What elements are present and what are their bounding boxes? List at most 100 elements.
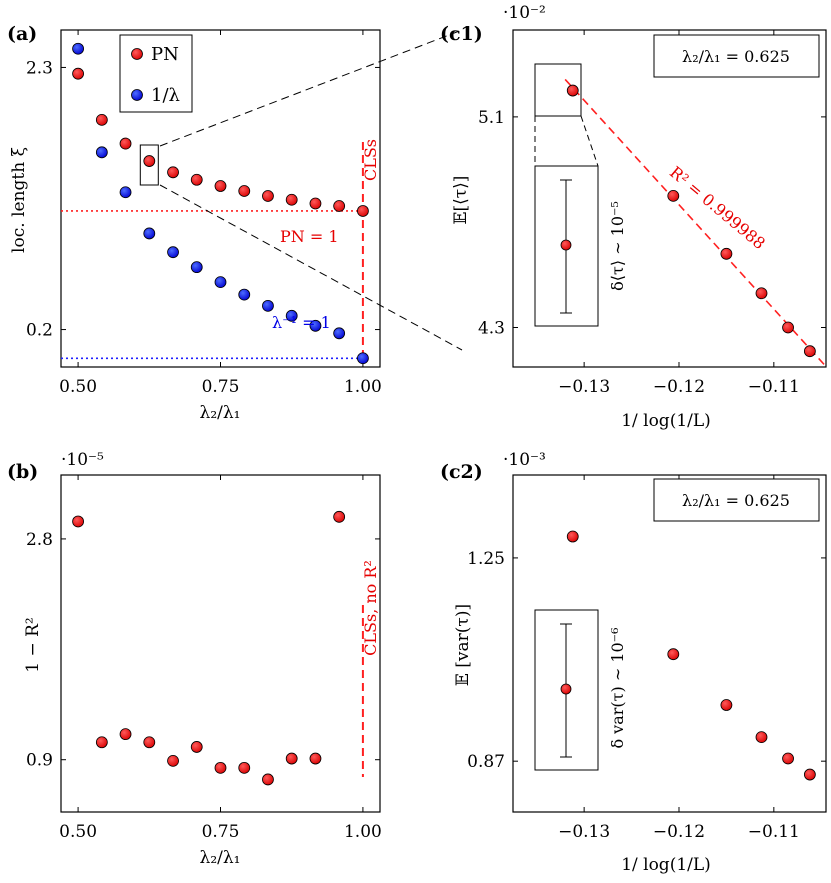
panel-a-ytick-label-1: 2.3 bbox=[26, 58, 53, 78]
panel-c1-xtick-label-0: −0.13 bbox=[558, 377, 610, 397]
point-b-9 bbox=[285, 752, 298, 765]
inset-point-c2 bbox=[560, 683, 572, 695]
panel-c1-ytick-label-0: 4.3 bbox=[478, 319, 505, 339]
point-inv-lambda-7 bbox=[238, 288, 251, 301]
panel-c1-multiplier: ·10⁻² bbox=[503, 3, 546, 23]
point-pn-11 bbox=[333, 200, 346, 212]
param-box-c2 bbox=[653, 478, 820, 522]
zoom-connector-right bbox=[580, 115, 599, 167]
panel-c2-multiplier: ·10⁻³ bbox=[503, 450, 546, 470]
panel-a-xtick-label-1: 0.75 bbox=[202, 377, 240, 397]
clss-label: CLSs bbox=[361, 139, 380, 181]
panel-c1-frame bbox=[512, 29, 827, 368]
panel-a-label: (a) bbox=[7, 23, 37, 45]
param-label-c1: λ₂/λ₁ = 0.625 bbox=[682, 47, 790, 66]
panel-a-ytick-label-0: 0.2 bbox=[26, 321, 53, 341]
legend-box bbox=[119, 34, 193, 113]
panel-b-frame bbox=[60, 474, 381, 813]
inset-label-c1: δ⟨τ⟩ ∼ 10⁻⁵ bbox=[608, 201, 627, 291]
legend-label-inv-lambda: 1/λ bbox=[151, 85, 180, 106]
point-b-3 bbox=[143, 736, 156, 749]
point-c2-2 bbox=[720, 699, 733, 711]
panel-a-legend: PN 1/λ bbox=[119, 34, 193, 113]
point-inv-lambda-8 bbox=[262, 299, 274, 312]
panel-c2-frame bbox=[512, 474, 827, 813]
inset-c2: δ var(τ) ∼ 10⁻⁶ bbox=[534, 609, 627, 771]
point-c1-5 bbox=[803, 345, 816, 358]
point-pn-4 bbox=[167, 166, 179, 179]
point-b-10 bbox=[309, 752, 322, 765]
inset-label-c2: δ var(τ) ∼ 10⁻⁶ bbox=[608, 627, 627, 748]
panel-c2-marks: −0.13 −0.12 −0.11 0.87 1.25 bbox=[467, 475, 826, 842]
panel-c2-ytick-label-0: 0.87 bbox=[467, 752, 505, 772]
inset-point-c1 bbox=[560, 239, 572, 251]
point-pn-12 bbox=[357, 205, 369, 217]
panel-b-marks: 0.50 0.75 1.00 0.9 2.8 bbox=[26, 475, 382, 842]
panel-a: (a) 0.50 0.75 1.00 0.2 2.3 PN 1/λ PN = 1 λ⁻¹… bbox=[7, 23, 382, 423]
point-pn-5 bbox=[190, 173, 203, 186]
point-inv-lambda-6 bbox=[214, 276, 227, 289]
reference-label-inv-lambda: λ⁻¹ = 1 bbox=[272, 313, 331, 332]
point-c2-5 bbox=[803, 768, 816, 781]
point-inv-lambda-5 bbox=[190, 261, 203, 274]
panel-b-ylabel: 1 − R² bbox=[23, 617, 43, 672]
point-pn-0 bbox=[72, 67, 84, 80]
panel-b-xtick-label-1: 0.75 bbox=[202, 822, 240, 842]
fit-line bbox=[564, 78, 825, 365]
panel-c2-ytick-label-1: 1.25 bbox=[467, 549, 505, 569]
panel-b-xlabel: λ₂/λ₁ bbox=[200, 848, 241, 868]
point-pn-10 bbox=[309, 197, 322, 210]
point-c1-2 bbox=[720, 247, 733, 260]
point-c1-1 bbox=[667, 189, 680, 202]
zoom-box-c1 bbox=[534, 63, 582, 117]
point-b-0 bbox=[72, 515, 84, 528]
panel-c1-xtick-label-2: −0.11 bbox=[748, 377, 800, 397]
point-b-5 bbox=[190, 741, 203, 753]
point-c2-1 bbox=[667, 648, 680, 661]
panel-a-marks: 0.50 0.75 1.00 0.2 2.3 bbox=[26, 30, 382, 397]
panel-c2-ylabel: 𝔼 [var(τ)] bbox=[453, 604, 473, 686]
point-inv-lambda-0 bbox=[72, 42, 84, 55]
panel-b-ytick-label-1: 2.8 bbox=[26, 530, 53, 550]
point-inv-lambda-12 bbox=[357, 352, 369, 365]
panel-c1-ytick-label-1: 5.1 bbox=[478, 108, 505, 128]
panel-c2-xlabel: 1/ log(1/L) bbox=[621, 855, 711, 875]
point-b-11 bbox=[333, 510, 346, 523]
panel-a-frame bbox=[60, 29, 381, 368]
panel-a-xtick-label-2: 1.00 bbox=[344, 377, 382, 397]
point-b-2 bbox=[119, 728, 132, 741]
reference-label-pn: PN = 1 bbox=[280, 227, 339, 246]
inset-c1: δ⟨τ⟩ ∼ 10⁻⁵ bbox=[534, 63, 627, 327]
point-pn-2 bbox=[119, 137, 132, 150]
point-pn-6 bbox=[214, 180, 227, 192]
point-b-6 bbox=[214, 761, 227, 774]
panel-a-xlabel: λ₂/λ₁ bbox=[200, 403, 241, 423]
param-label-c2: λ₂/λ₁ = 0.625 bbox=[682, 491, 790, 510]
point-inv-lambda-4 bbox=[167, 246, 179, 259]
panel-a-xtick-label-0: 0.50 bbox=[59, 377, 97, 397]
point-c2-4 bbox=[782, 752, 794, 765]
panel-b-label: (b) bbox=[7, 461, 38, 483]
point-b-7 bbox=[238, 761, 251, 774]
panel-c2-label: (c2) bbox=[440, 461, 483, 483]
zoom-connector-a-c1-bottom bbox=[159, 184, 463, 351]
point-c1-4 bbox=[782, 321, 794, 334]
panel-c2-xtick-label-1: −0.12 bbox=[653, 822, 705, 842]
point-pn-3 bbox=[143, 155, 156, 167]
point-c2-3 bbox=[755, 731, 768, 744]
point-pn-8 bbox=[262, 190, 274, 202]
panel-c2-xtick-label-0: −0.13 bbox=[558, 822, 610, 842]
point-inv-lambda-1 bbox=[95, 146, 108, 159]
point-pn-1 bbox=[95, 113, 108, 126]
param-box-c1 bbox=[653, 34, 820, 78]
panel-c2-xtick-label-2: −0.11 bbox=[748, 822, 800, 842]
point-b-1 bbox=[95, 736, 108, 749]
panel-c1-label: (c1) bbox=[440, 23, 483, 45]
point-inv-lambda-2 bbox=[119, 186, 132, 199]
point-inv-lambda-10 bbox=[309, 319, 322, 332]
panel-c1: (c1) ·10⁻² −0.13 −0.12 −0.11 4.3 5.1 λ₂/λ₁ =… bbox=[440, 3, 827, 431]
panel-c1-marks: −0.13 −0.12 −0.11 4.3 5.1 bbox=[478, 30, 826, 397]
panel-c1-xlabel: 1/ log(1/L) bbox=[621, 411, 711, 431]
point-c1-3 bbox=[755, 287, 768, 300]
point-pn-7 bbox=[238, 185, 251, 197]
